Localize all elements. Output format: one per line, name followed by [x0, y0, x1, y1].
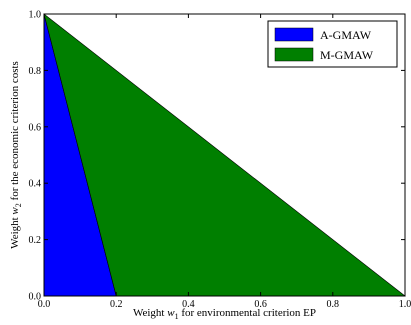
y-tick-label: 0.6 [29, 122, 42, 133]
legend-label-a-gmaw: A-GMAW [320, 28, 372, 42]
y-tick-label: 0.0 [29, 292, 42, 303]
x-tick-label: 0.8 [327, 299, 340, 310]
y-axis-label: Weight w2 for the economic criterion cos… [9, 61, 23, 249]
legend: A-GMAW M-GMAW [268, 21, 397, 67]
y-tick-label: 0.8 [29, 66, 42, 77]
legend-swatch-a-gmaw [275, 28, 313, 41]
x-axis-label: Weight w1 for environmental criterion EP [133, 307, 316, 321]
x-tick-label: 1.0 [399, 299, 411, 310]
y-tick-label: 0.4 [29, 179, 42, 190]
legend-swatch-m-gmaw [275, 48, 313, 61]
x-tick-label: 0.2 [110, 299, 123, 310]
legend-label-m-gmaw: M-GMAW [320, 48, 374, 62]
y-tick-label: 1.0 [29, 10, 42, 21]
y-tick-label: 0.2 [29, 235, 42, 246]
